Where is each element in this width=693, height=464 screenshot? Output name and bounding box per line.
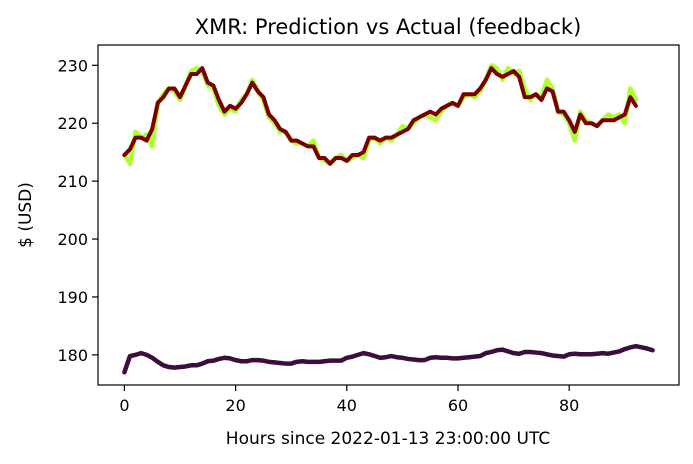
x-axis: 0 20 40 60 80	[119, 385, 579, 415]
x-tick-label: 60	[448, 396, 468, 415]
y-axis: 180 190 200 210 220 230	[57, 56, 98, 365]
series-line-1	[122, 63, 639, 166]
y-tick-label: 180	[57, 346, 88, 365]
x-tick-label: 0	[119, 396, 129, 415]
x-tick-label: 80	[559, 396, 579, 415]
y-tick-label: 200	[57, 230, 88, 249]
y-tick-label: 210	[57, 172, 88, 191]
x-tick-label: 40	[337, 396, 357, 415]
y-axis-label: $ (USD)	[16, 182, 36, 248]
series-line-2	[122, 66, 638, 166]
x-tick-label: 20	[225, 396, 245, 415]
series-line-3	[122, 343, 655, 375]
plot-area	[122, 63, 655, 375]
plot-frame	[97, 44, 680, 386]
chart-title: XMR: Prediction vs Actual (feedback)	[195, 15, 582, 39]
x-axis-label: Hours since 2022-01-13 23:00:00 UTC	[226, 429, 550, 449]
y-tick-label: 230	[57, 56, 88, 75]
y-tick-label: 220	[57, 114, 88, 133]
y-tick-label: 190	[57, 288, 88, 307]
